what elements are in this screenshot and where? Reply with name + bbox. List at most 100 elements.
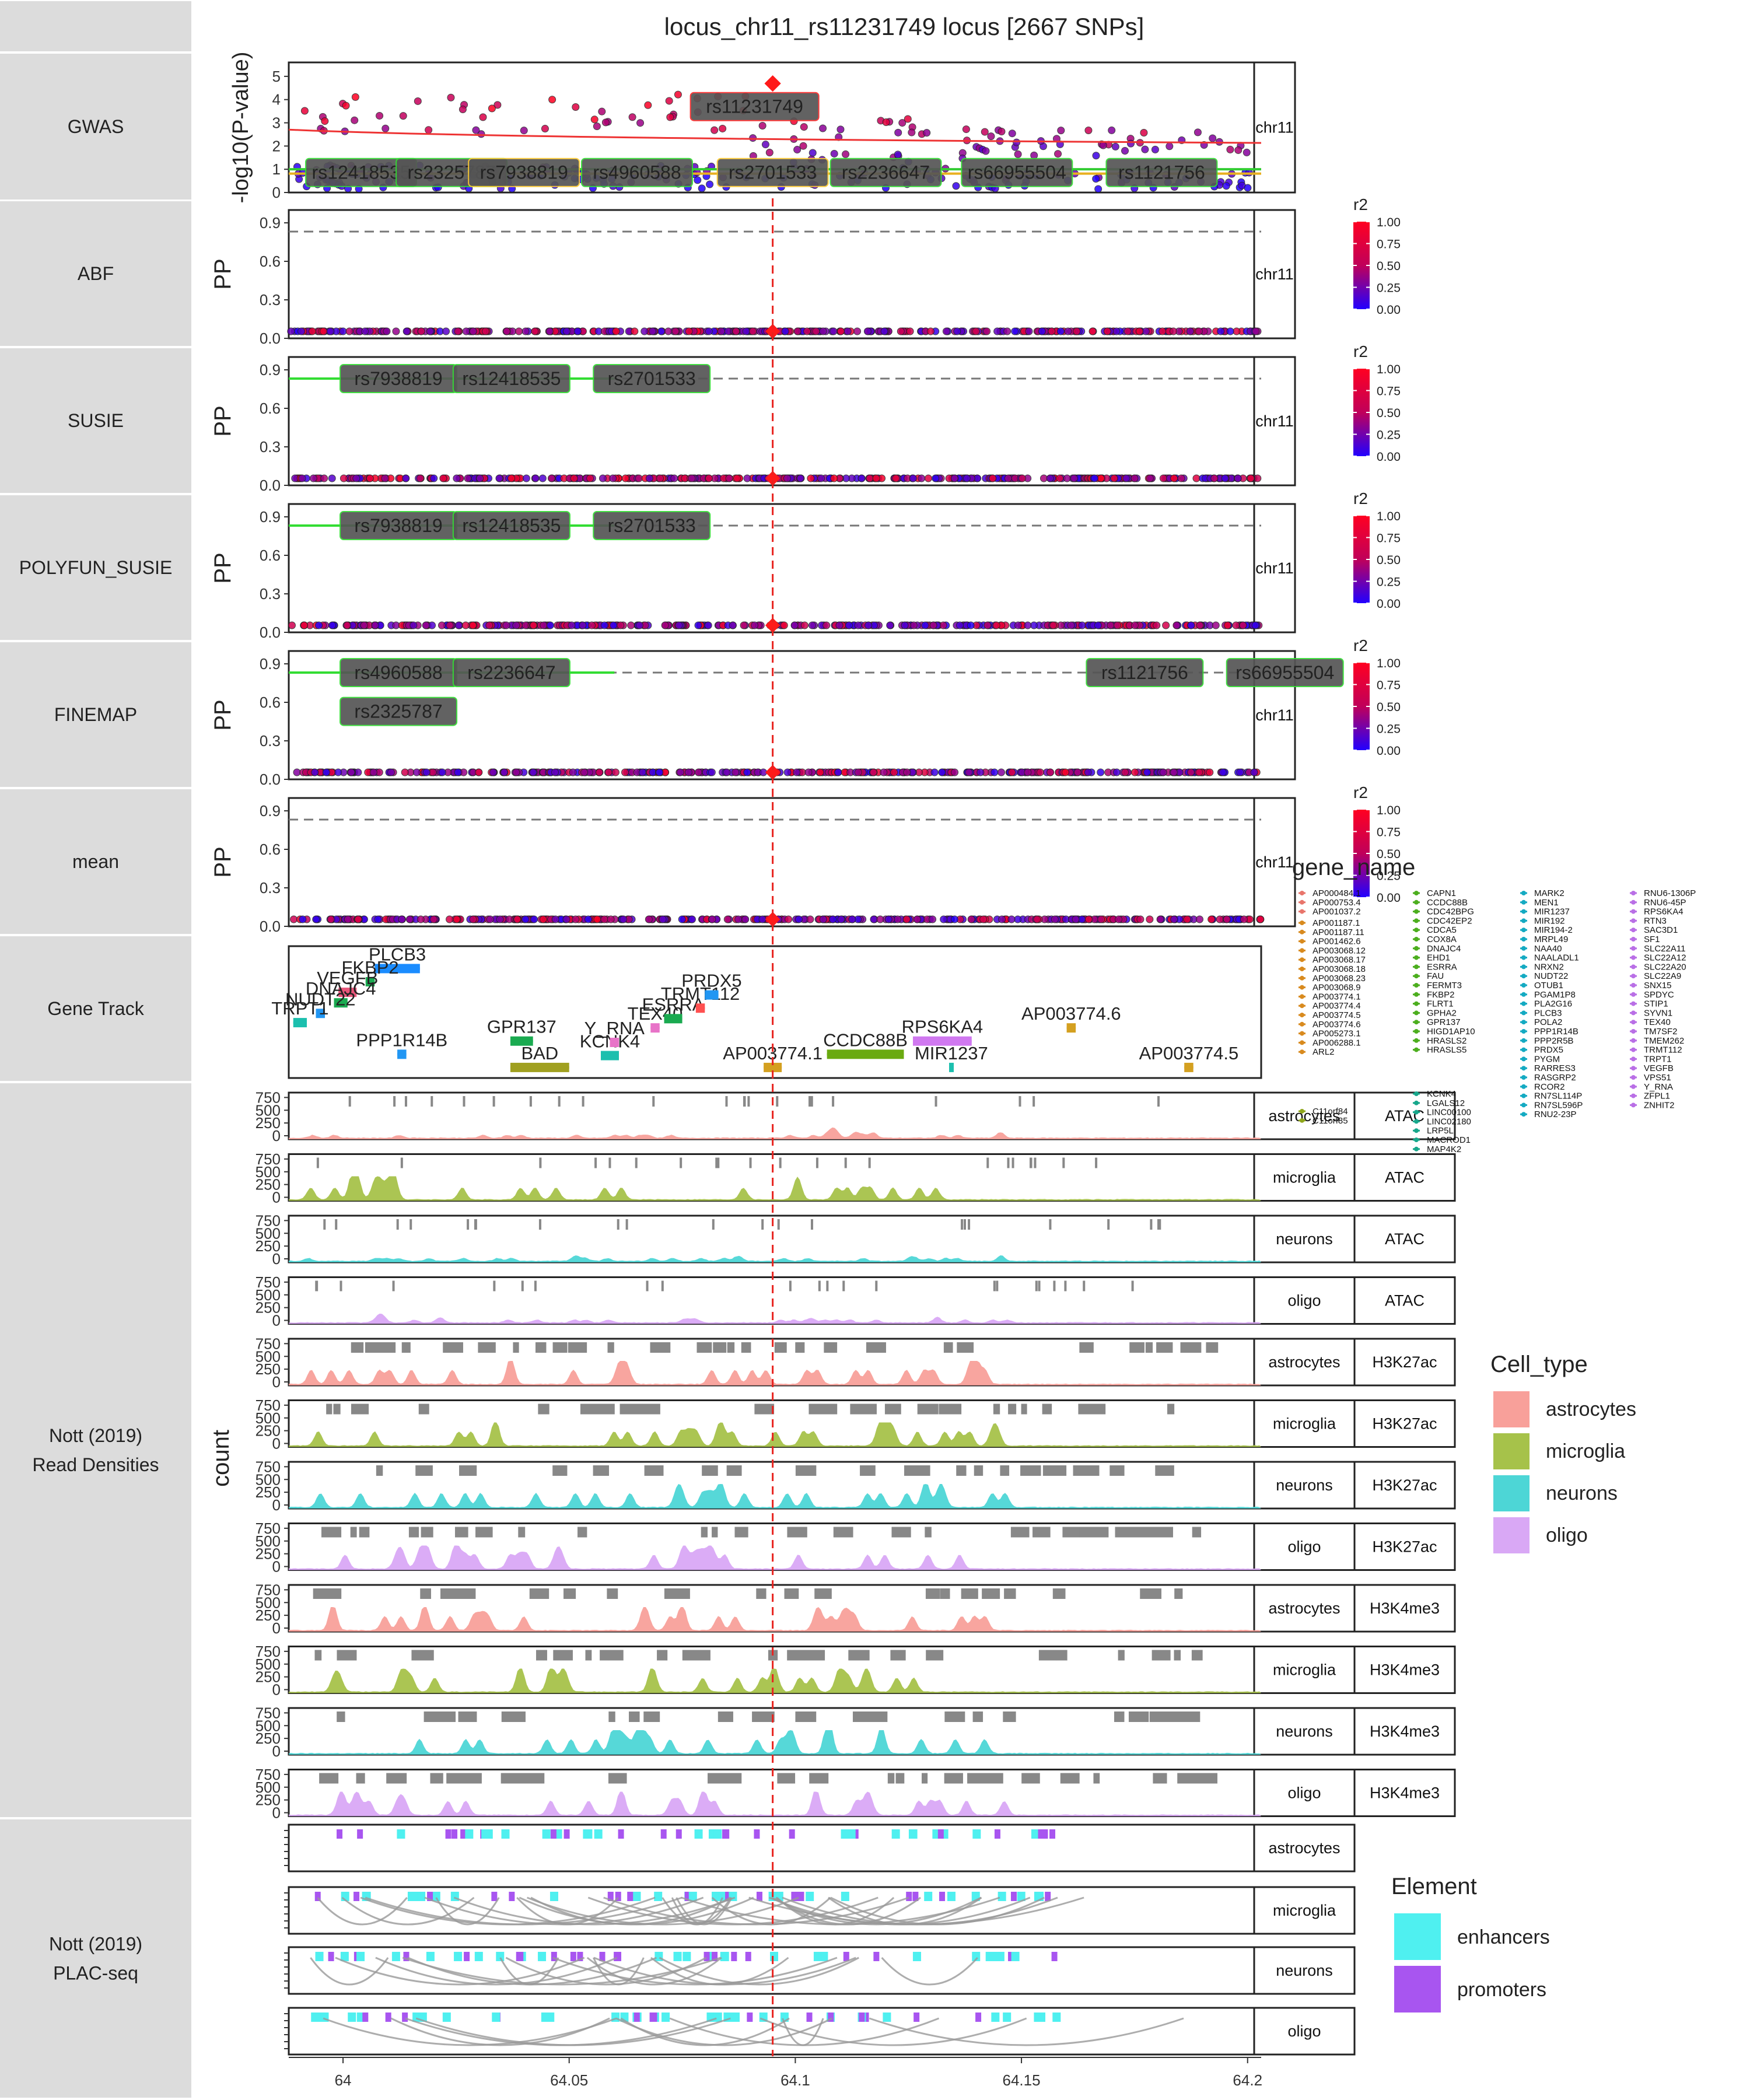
gene-legend-dot — [1414, 1029, 1419, 1034]
pp-tick-label: 0.9 — [260, 655, 281, 673]
pp-point — [1088, 327, 1097, 335]
gene-legend-item: LINC00100 — [1427, 1108, 1471, 1118]
gwas-point — [981, 128, 989, 136]
pp-point — [932, 474, 940, 482]
gene-legend-item: MAP4K2 — [1427, 1144, 1461, 1154]
r2-legend-title: r2 — [1353, 342, 1368, 360]
pp-point — [880, 327, 888, 335]
peak-bar — [774, 1342, 787, 1353]
peak-bar — [337, 1650, 354, 1661]
pp-snp-label: rs66955504 — [1236, 662, 1334, 683]
plac-element — [491, 1892, 498, 1901]
read-density-area — [289, 1607, 1261, 1632]
peak-bar — [1206, 1773, 1217, 1784]
plac-element — [634, 2013, 640, 2022]
pp-point — [694, 768, 702, 776]
peak-bar — [872, 1342, 886, 1353]
count-tick-label: 750 — [256, 1520, 281, 1537]
track-assay-strip: H3K27ac — [1372, 1476, 1437, 1494]
pp-point — [807, 474, 815, 482]
pp-point — [963, 474, 971, 482]
track-cell-strip: astrocytes — [1268, 1107, 1340, 1125]
track-cell-strip: microglia — [1273, 1415, 1336, 1433]
peak-bar — [529, 1096, 532, 1107]
row-label-box — [0, 1, 191, 51]
peak-bar — [820, 1404, 838, 1415]
plac-element — [1031, 1829, 1040, 1839]
peak-bar — [356, 1773, 365, 1784]
peak-bar — [844, 1157, 847, 1168]
gwas-point — [572, 103, 580, 111]
pp-point — [909, 474, 917, 482]
gene-legend-dot — [1521, 992, 1526, 997]
peak-bar — [1010, 1527, 1030, 1538]
pp-point — [502, 621, 510, 629]
gene-legend-dot — [1414, 1119, 1419, 1124]
plac-interaction-arc — [615, 2017, 833, 2046]
pp-tick-label: 0.0 — [260, 918, 281, 935]
gene-legend-item: ZNHIT2 — [1644, 1100, 1675, 1110]
pp-point — [1103, 327, 1111, 335]
gwas-point — [644, 101, 652, 109]
peak-bar — [956, 1465, 967, 1476]
peak-bar — [365, 1342, 380, 1353]
gwas-point — [479, 113, 487, 121]
pp-point — [819, 915, 827, 923]
peak-bar — [578, 1527, 587, 1538]
peak-bar — [513, 1342, 519, 1353]
abf-panel — [288, 209, 1262, 340]
count-tick-label: 750 — [256, 1704, 281, 1721]
r2-legend-title: r2 — [1353, 636, 1368, 654]
pp-point — [540, 621, 548, 629]
pp-point — [659, 915, 667, 923]
pp-point — [530, 915, 538, 923]
pp-point — [1004, 474, 1012, 482]
pp-point — [547, 474, 555, 482]
pp-point — [469, 915, 477, 923]
gwas-point — [541, 125, 549, 133]
pp-point — [1008, 768, 1016, 776]
gene-legend-item: SLC22A20 — [1644, 962, 1686, 972]
pp-tick-label: 0.3 — [260, 732, 281, 750]
count-tick-label: 250 — [256, 1237, 281, 1255]
pp-tick-label: 0.9 — [260, 802, 281, 820]
gene-legend-item: AP003774.1 — [1312, 992, 1361, 1002]
plac-interaction-arc — [310, 1957, 389, 1986]
plac-interaction-arc — [407, 1957, 657, 1986]
plac-element — [843, 1952, 849, 1961]
gwas-point — [998, 127, 1006, 135]
peak-bar — [443, 1342, 463, 1353]
count-tick-label: 500 — [256, 1656, 281, 1673]
pp-point — [328, 621, 337, 629]
pp-point — [1256, 915, 1265, 923]
peak-bar — [1035, 1280, 1038, 1292]
pp-point — [796, 474, 804, 482]
peak-bar — [1153, 1773, 1167, 1784]
gene-legend-dot — [1414, 1146, 1419, 1152]
pp-point — [607, 915, 615, 923]
row-label: PLAC-seq — [53, 1963, 138, 1984]
plac-element — [770, 1952, 779, 1961]
r2-legend-title: r2 — [1353, 489, 1368, 508]
track-cell-strip-box — [1253, 1707, 1356, 1756]
pp-point — [308, 327, 316, 335]
r2-legend-label: 1.00 — [1377, 510, 1401, 523]
gwas-point — [628, 113, 636, 121]
peak-bar — [701, 1527, 708, 1538]
plac-interaction-arc — [415, 2017, 731, 2046]
gene-legend-item: ARL2 — [1312, 1047, 1335, 1057]
peak-bar — [1034, 1157, 1037, 1168]
pp-point — [804, 768, 813, 776]
gene-exon — [510, 1062, 569, 1072]
pp-point — [1216, 915, 1224, 923]
plac-cell-strip: microglia — [1273, 1902, 1336, 1919]
peak-bar — [1079, 1527, 1095, 1538]
gwas-point — [321, 117, 329, 125]
gwas-snp-label-box — [716, 158, 829, 187]
pp-point — [611, 768, 620, 776]
gene-label: Y_RNA — [584, 1018, 645, 1038]
peak-bar — [492, 1096, 495, 1107]
r2-legend-label: 0.50 — [1377, 407, 1401, 420]
gene-legend-item: SPDYC — [1644, 990, 1674, 1000]
gwas-snp-label: rs4960588 — [593, 162, 681, 183]
